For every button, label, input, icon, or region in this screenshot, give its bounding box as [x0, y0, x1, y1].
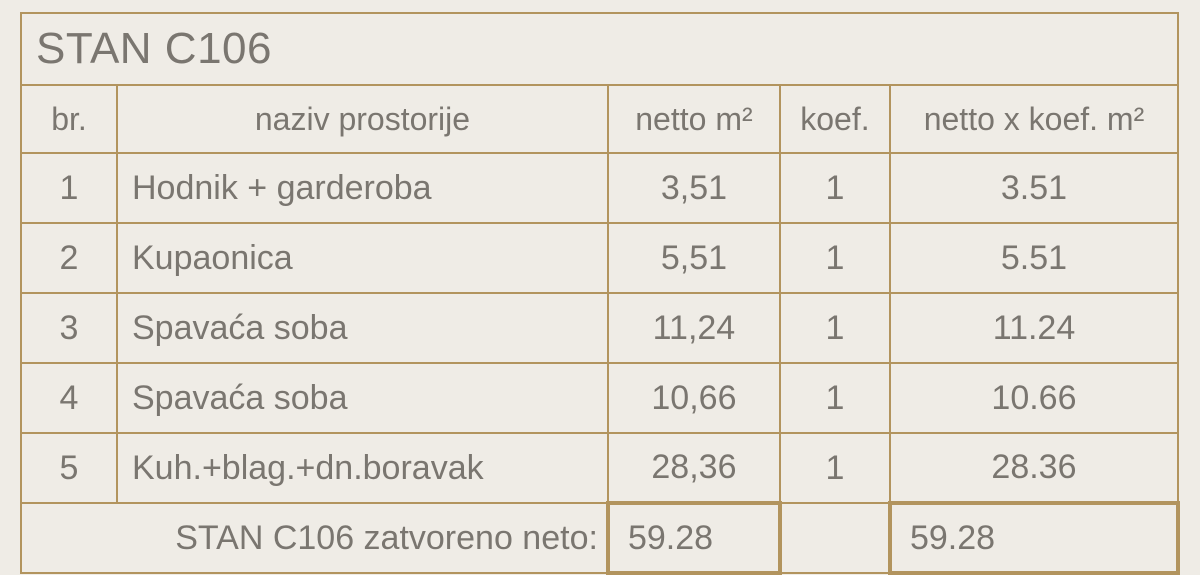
cell-name: Spavaća soba	[117, 363, 608, 433]
cell-result: 11.24	[890, 293, 1178, 363]
cell-koef: 1	[780, 363, 890, 433]
table-row: 1 Hodnik + garderoba 3,51 1 3.51	[21, 153, 1178, 223]
cell-br: 2	[21, 223, 117, 293]
cell-koef: 1	[780, 293, 890, 363]
cell-netto: 10,66	[608, 363, 780, 433]
table-row: 4 Spavaća soba 10,66 1 10.66	[21, 363, 1178, 433]
cell-netto: 11,24	[608, 293, 780, 363]
cell-name: Kupaonica	[117, 223, 608, 293]
cell-netto: 28,36	[608, 433, 780, 503]
page: STAN C106 br. naziv prostorije netto m² …	[0, 0, 1200, 563]
cell-koef: 1	[780, 223, 890, 293]
table-row: 3 Spavaća soba 11,24 1 11.24	[21, 293, 1178, 363]
title-row: STAN C106	[21, 13, 1178, 85]
table-row: 5 Kuh.+blag.+dn.boravak 28,36 1 28.36	[21, 433, 1178, 503]
cell-br: 3	[21, 293, 117, 363]
cell-br: 5	[21, 433, 117, 503]
cell-name: Spavaća soba	[117, 293, 608, 363]
header-row: br. naziv prostorije netto m² koef. nett…	[21, 85, 1178, 153]
cell-result: 28.36	[890, 433, 1178, 503]
table-title: STAN C106	[21, 13, 1178, 85]
cell-koef: 1	[780, 433, 890, 503]
col-header-koef: koef.	[780, 85, 890, 153]
cell-koef: 1	[780, 153, 890, 223]
table-row: 2 Kupaonica 5,51 1 5.51	[21, 223, 1178, 293]
col-header-name: naziv prostorije	[117, 85, 608, 153]
col-header-br: br.	[21, 85, 117, 153]
col-header-result: netto x koef. m²	[890, 85, 1178, 153]
cell-name: Kuh.+blag.+dn.boravak	[117, 433, 608, 503]
col-header-netto: netto m²	[608, 85, 780, 153]
cell-netto: 5,51	[608, 223, 780, 293]
cell-name: Hodnik + garderoba	[117, 153, 608, 223]
cell-netto: 3,51	[608, 153, 780, 223]
cell-br: 4	[21, 363, 117, 433]
cell-result: 10.66	[890, 363, 1178, 433]
area-table: STAN C106 br. naziv prostorije netto m² …	[20, 12, 1180, 575]
cell-result: 3.51	[890, 153, 1178, 223]
cell-br: 1	[21, 153, 117, 223]
cell-result: 5.51	[890, 223, 1178, 293]
